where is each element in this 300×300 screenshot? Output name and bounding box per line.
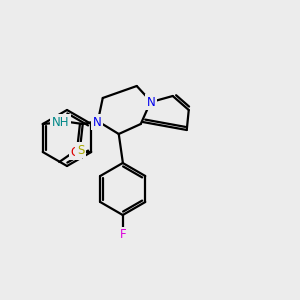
Text: N: N <box>92 116 101 128</box>
Text: NH: NH <box>52 116 70 128</box>
Text: S: S <box>77 143 84 157</box>
Text: O: O <box>70 146 80 158</box>
Text: N: N <box>146 95 155 109</box>
Text: F: F <box>119 229 126 242</box>
